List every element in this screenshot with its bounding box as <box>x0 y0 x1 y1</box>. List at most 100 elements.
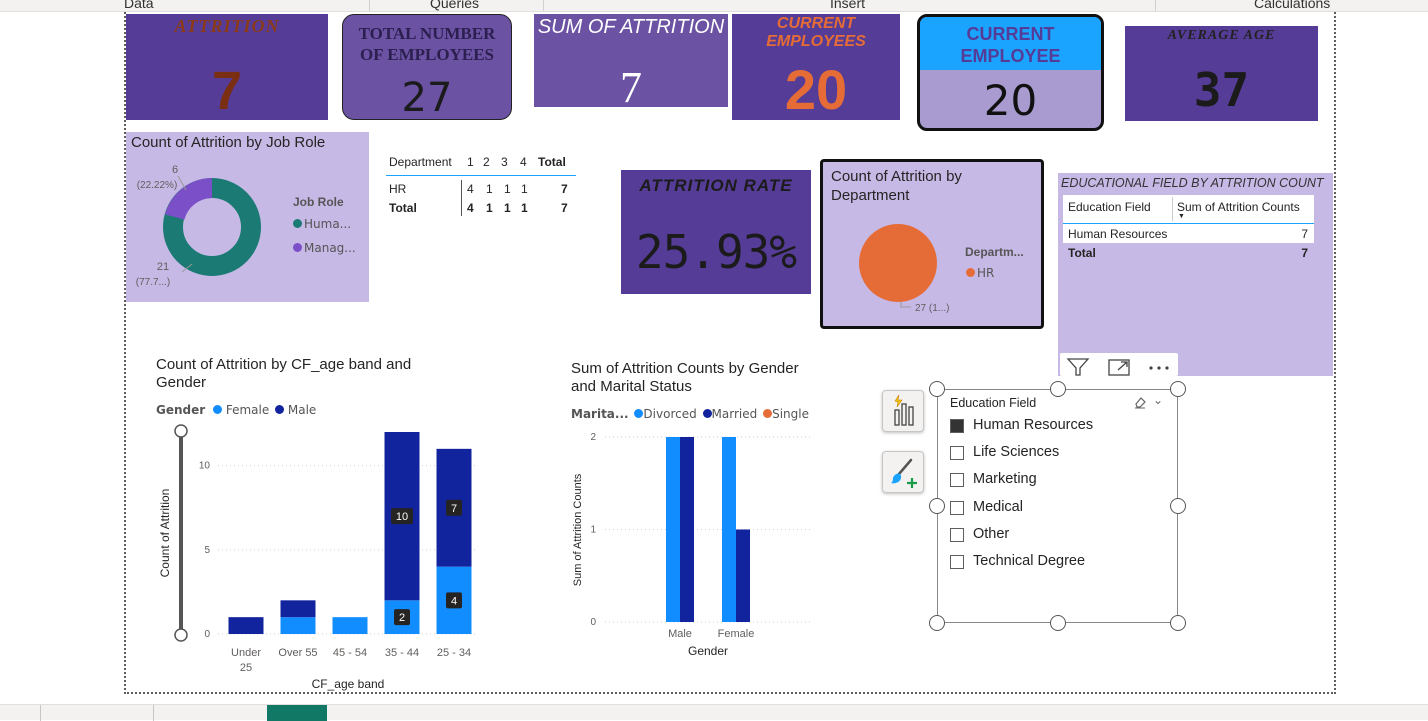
attrition-rate-card[interactable]: ATTRITION RATE 25.93% <box>621 170 811 294</box>
matrix-cell: 7 <box>561 182 568 196</box>
y-tick-label: 10 <box>199 461 211 472</box>
matrix-cell: 1 <box>521 201 528 215</box>
resize-handle[interactable] <box>1170 615 1186 631</box>
matrix-cell: 1 <box>486 201 493 215</box>
table-cell: 7 <box>1301 227 1308 241</box>
resize-handle[interactable] <box>1170 381 1186 397</box>
slicer-title: Education Field <box>950 396 1037 410</box>
matrix-cell: 1 <box>486 182 493 196</box>
legend-item-manager[interactable]: Manag... <box>293 241 356 255</box>
average-age-card[interactable]: AVERAGE AGE 37 <box>1125 26 1318 121</box>
data-label: 7 <box>451 503 457 515</box>
age-band-bar-chart: 0 5 10 Under 25 Over 55 45 - 54 2 10 35 - 44 4 7 25 … <box>158 424 478 691</box>
education-field-table-visual[interactable]: EDUCATIONAL FIELD BY ATTRITION COUNT Edu… <box>1058 173 1333 376</box>
current-employees-card[interactable]: CURRENT EMPLOYEES 20 <box>732 14 900 120</box>
gender-marital-bar-visual[interactable]: Sum of Attrition Counts by Gender and Ma… <box>565 356 825 666</box>
legend-label: Huma... <box>304 217 352 231</box>
legend-item-male[interactable]: Male <box>273 403 316 417</box>
matrix-col-divider <box>461 180 462 216</box>
legend-item-human-resources[interactable]: Huma... <box>293 217 351 231</box>
report-canvas <box>124 12 1336 694</box>
slicer-item[interactable]: Technical Degree <box>950 553 1170 573</box>
page-tab-divider <box>153 705 154 721</box>
slicer-item[interactable]: Human Resources <box>950 417 1170 437</box>
data-label-box <box>394 609 410 626</box>
resize-handle[interactable] <box>929 498 945 514</box>
checkbox[interactable] <box>950 555 964 569</box>
checkbox[interactable] <box>950 473 964 488</box>
y-tick-label: 0 <box>204 629 210 640</box>
sort-down-icon[interactable]: ▼ <box>1178 213 1185 220</box>
table-header[interactable]: Education Field <box>1068 200 1151 214</box>
visual-title: Count of Attrition by CF_age band and Ge… <box>156 356 412 391</box>
matrix-cell: HR <box>389 182 407 196</box>
slicer-item[interactable]: Life Sciences <box>950 444 1170 464</box>
card-value: 37 <box>1193 63 1250 117</box>
y-tick-label: 0 <box>590 617 596 628</box>
page-tab-divider <box>40 705 41 721</box>
ribbon-group-data[interactable]: Data <box>124 0 154 11</box>
legend-item-female[interactable]: Female <box>209 403 269 417</box>
card-value: 27 <box>401 75 453 120</box>
sum-attrition-card[interactable]: SUM OF ATTRITION 7 <box>534 14 728 107</box>
y-axis-title: Sum of Attrition Counts <box>572 473 584 586</box>
ribbon-group-queries[interactable]: Queries <box>430 0 480 11</box>
card-value: 7 <box>211 61 243 120</box>
legend-dot <box>293 219 302 228</box>
job-role-donut-visual[interactable]: Count of Attrition by Job Role 6 (22.22%… <box>126 132 369 302</box>
total-employees-card[interactable]: TOTAL NUMBER OF EMPLOYEES 27 <box>342 14 512 120</box>
x-tick-label: 25 - 34 <box>437 647 471 659</box>
current-employee-boxed-card[interactable]: CURRENT EMPLOYEE 20 <box>917 14 1104 131</box>
bar-married <box>680 437 694 622</box>
legend-title: Marita... <box>571 407 629 421</box>
legend-dot <box>213 405 223 414</box>
legend-item-divorced[interactable]: Divorced <box>632 407 697 421</box>
ribbon-group-calculations[interactable]: Calculations <box>1254 0 1331 11</box>
checkbox[interactable] <box>950 500 964 515</box>
ribbon-separator <box>543 0 544 11</box>
legend-item-hr[interactable]: HR <box>966 266 994 280</box>
data-label-box <box>446 499 462 516</box>
donut-label-top: 6 <box>172 164 178 176</box>
department-pie-visual[interactable]: Count of Attrition by Department 27 (1..… <box>820 159 1044 329</box>
attrition-card[interactable]: ATTRITION 7 <box>126 14 328 120</box>
donut-label-bottom: 21 <box>157 261 169 273</box>
page-tab-active[interactable] <box>267 705 327 721</box>
card-value: 7 <box>620 63 642 108</box>
legend-item-single[interactable]: Single <box>761 407 809 421</box>
filter-icon[interactable] <box>1066 358 1090 376</box>
card-title: AVERAGE AGE <box>1167 28 1276 43</box>
slicer-item-label: Other <box>973 525 1010 542</box>
resize-handle[interactable] <box>929 615 945 631</box>
bar-divorced <box>666 437 680 622</box>
build-visual-icon <box>894 394 914 426</box>
card-title: CURRENT EMPLOYEES <box>766 15 866 50</box>
checkbox[interactable] <box>950 527 964 542</box>
slicer-item[interactable]: Other <box>950 526 1170 546</box>
resize-handle[interactable] <box>1050 615 1066 631</box>
table-row: Human Resources 7 <box>1063 227 1314 242</box>
clear-selections-eraser-icon[interactable] <box>1133 395 1147 409</box>
checkbox-checked[interactable] <box>950 419 964 433</box>
chevron-down-icon[interactable]: ⌄ <box>1153 393 1164 407</box>
slicer-item[interactable]: Medical <box>950 499 1170 519</box>
format-visual-button[interactable] <box>882 451 924 493</box>
visual-header-toolbar <box>1060 353 1178 376</box>
resize-handle[interactable] <box>1050 381 1066 397</box>
legend-label: Manag... <box>304 241 356 255</box>
resize-handle[interactable] <box>929 381 945 397</box>
card-title: CURRENT EMPLOYEE <box>960 24 1061 66</box>
legend-item-married[interactable]: Married <box>701 407 757 421</box>
resize-handle[interactable] <box>1170 498 1186 514</box>
build-visual-button[interactable] <box>882 390 924 432</box>
ribbon-group-insert[interactable]: Insert <box>830 0 866 11</box>
age-band-gender-bar-visual[interactable]: Count of Attrition by CF_age band and Ge… <box>150 352 490 697</box>
department-matrix-visual[interactable]: Department 1 2 3 4 Total HR 4 1 1 1 7 To… <box>386 150 576 220</box>
slicer-item[interactable]: Marketing <box>950 471 1170 491</box>
matrix-row-total: Total 4 1 1 1 7 <box>386 201 576 217</box>
table-header[interactable]: Sum of Attrition Counts <box>1177 200 1300 214</box>
education-field-slicer[interactable]: Education Field ⌄ Human Resources Life Sc… <box>937 389 1178 623</box>
focus-mode-icon[interactable] <box>1108 359 1130 376</box>
more-options-icon[interactable] <box>1149 366 1169 370</box>
checkbox[interactable] <box>950 446 964 461</box>
